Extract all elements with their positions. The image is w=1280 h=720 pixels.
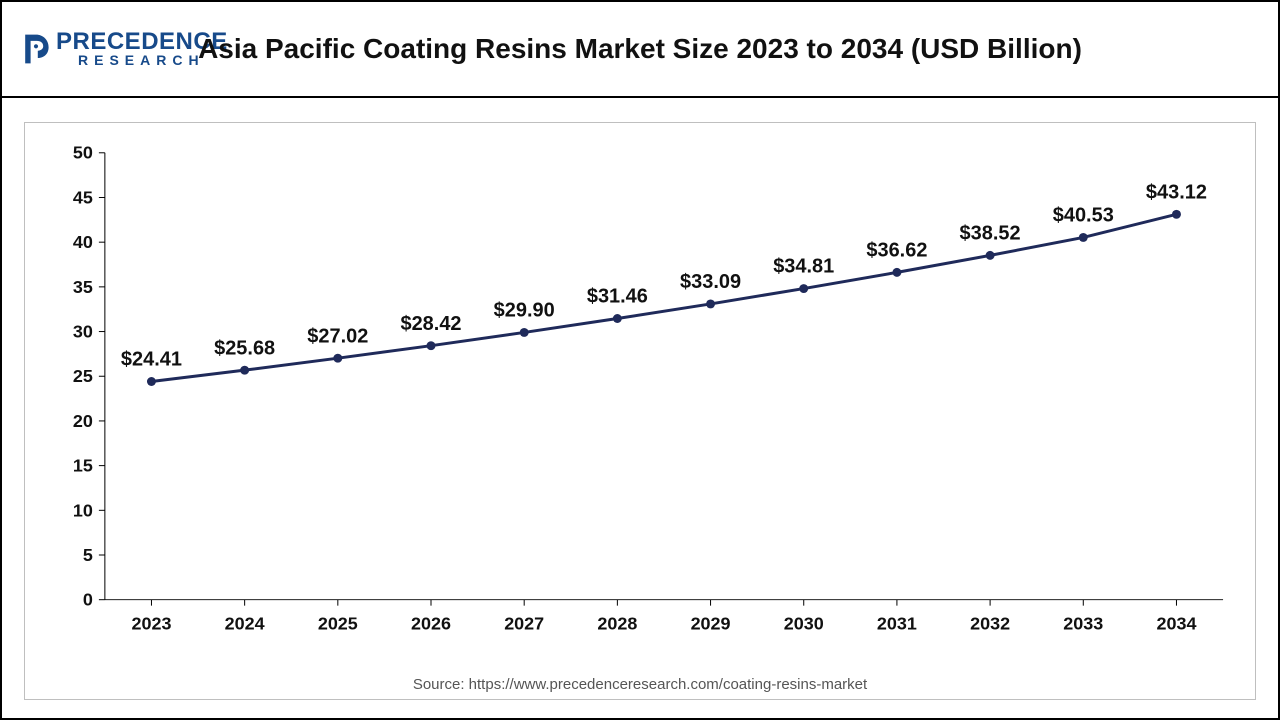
svg-text:30: 30 — [73, 322, 93, 342]
source-attribution: Source: https://www.precedenceresearch.c… — [25, 676, 1255, 693]
svg-text:5: 5 — [83, 545, 93, 565]
svg-text:$25.68: $25.68 — [214, 337, 275, 359]
svg-text:$36.62: $36.62 — [866, 240, 927, 262]
line-chart: 0510152025303540455020232024202520262027… — [25, 123, 1255, 699]
svg-text:$28.42: $28.42 — [400, 313, 461, 335]
svg-text:$38.52: $38.52 — [960, 223, 1021, 245]
svg-text:35: 35 — [73, 277, 93, 297]
svg-text:2032: 2032 — [970, 614, 1010, 634]
chart-title: Asia Pacific Coating Resins Market Size … — [2, 33, 1278, 65]
svg-text:2030: 2030 — [784, 614, 824, 634]
svg-text:$43.12: $43.12 — [1146, 181, 1207, 203]
svg-text:45: 45 — [73, 187, 93, 207]
svg-text:25: 25 — [73, 366, 93, 386]
svg-text:$29.90: $29.90 — [494, 300, 555, 322]
svg-text:2025: 2025 — [318, 614, 358, 634]
svg-text:2028: 2028 — [597, 614, 637, 634]
svg-text:2026: 2026 — [411, 614, 451, 634]
svg-text:$31.46: $31.46 — [587, 286, 648, 308]
svg-text:2034: 2034 — [1156, 614, 1196, 634]
svg-text:10: 10 — [73, 500, 93, 520]
svg-text:$27.02: $27.02 — [307, 325, 368, 347]
svg-text:$34.81: $34.81 — [773, 256, 834, 278]
svg-text:0: 0 — [83, 590, 93, 610]
frame: PRECEDENCE RESEARCH Asia Pacific Coating… — [0, 0, 1280, 720]
svg-text:$33.09: $33.09 — [680, 271, 741, 293]
svg-text:40: 40 — [73, 232, 93, 252]
svg-text:2029: 2029 — [691, 614, 731, 634]
svg-text:2023: 2023 — [131, 614, 171, 634]
svg-text:2027: 2027 — [504, 614, 544, 634]
header: PRECEDENCE RESEARCH Asia Pacific Coating… — [2, 2, 1278, 98]
svg-text:2033: 2033 — [1063, 614, 1103, 634]
plot-container: 0510152025303540455020232024202520262027… — [24, 122, 1256, 700]
svg-text:15: 15 — [73, 456, 93, 476]
svg-text:50: 50 — [73, 143, 93, 163]
svg-text:2031: 2031 — [877, 614, 917, 634]
svg-text:$24.41: $24.41 — [121, 349, 182, 371]
svg-text:20: 20 — [73, 411, 93, 431]
svg-text:2024: 2024 — [225, 614, 265, 634]
svg-text:$40.53: $40.53 — [1053, 205, 1114, 227]
